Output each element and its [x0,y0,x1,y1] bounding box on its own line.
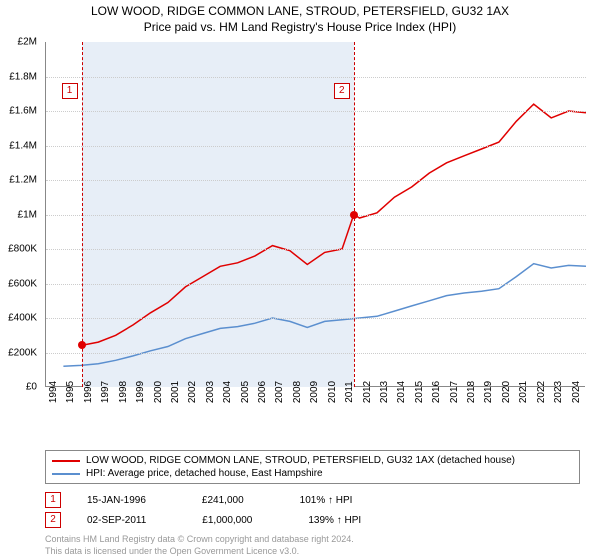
y-axis-label: £800K [8,244,37,255]
footer-line2: This data is licensed under the Open Gov… [45,546,354,558]
x-axis-label: 2000 [153,381,164,403]
footer: Contains HM Land Registry data © Crown c… [45,534,354,557]
x-axis-label: 1997 [100,381,111,403]
sale-marker-1: 1 [45,492,61,508]
x-axis-label: 2009 [309,381,320,403]
gridline [46,77,586,78]
legend: LOW WOOD, RIDGE COMMON LANE, STROUD, PET… [45,450,580,484]
y-axis-label: £1.2M [9,175,37,186]
x-axis-label: 2002 [187,381,198,403]
legend-row-series1: LOW WOOD, RIDGE COMMON LANE, STROUD, PET… [52,454,573,467]
gridline [46,353,586,354]
x-axis-label: 2019 [483,381,494,403]
sale-date-1: 15-JAN-1996 [87,495,146,506]
x-axis-label: 2023 [553,381,564,403]
x-axis-label: 2021 [518,381,529,403]
series-price_paid [82,104,587,345]
y-axis-label: £600K [8,278,37,289]
plot-region: 12 [45,42,585,387]
gridline [46,111,586,112]
sale-marker-box: 1 [62,83,78,99]
sale-price-2: £1,000,000 [202,515,252,526]
x-axis-label: 2012 [362,381,373,403]
sale-marker-2: 2 [45,512,61,528]
gridline [46,284,586,285]
x-axis-label: 2004 [222,381,233,403]
x-axis-label: 1998 [118,381,129,403]
y-axis-label: £1.4M [9,140,37,151]
sale-marker-box: 2 [334,83,350,99]
chart-title: LOW WOOD, RIDGE COMMON LANE, STROUD, PET… [0,0,600,18]
y-axis-label: £400K [8,313,37,324]
legend-swatch-series2 [52,473,80,475]
x-axis-label: 2003 [205,381,216,403]
y-axis-label: £0 [26,382,37,393]
gridline [46,215,586,216]
x-axis-label: 2005 [240,381,251,403]
y-axis-label: £200K [8,347,37,358]
x-axis-label: 1999 [135,381,146,403]
x-axis-label: 2024 [571,381,582,403]
legend-swatch-series1 [52,460,80,462]
sale-dot [350,211,358,219]
gridline [46,146,586,147]
sale-hpi-1: 101% ↑ HPI [300,495,353,506]
series-hpi [63,264,586,367]
x-axis-label: 2017 [449,381,460,403]
gridline [46,318,586,319]
sale-price-1: £241,000 [202,495,244,506]
legend-row-series2: HPI: Average price, detached house, East… [52,467,573,480]
x-axis-label: 2010 [327,381,338,403]
x-axis-label: 2011 [344,381,355,403]
chart-subtitle: Price paid vs. HM Land Registry's House … [0,18,600,34]
x-axis-label: 2013 [379,381,390,403]
x-axis-label: 2018 [466,381,477,403]
x-axis-label: 2007 [274,381,285,403]
x-axis-label: 2016 [431,381,442,403]
x-axis-label: 2014 [396,381,407,403]
y-axis-label: £1.8M [9,71,37,82]
x-axis-label: 2022 [536,381,547,403]
x-axis-label: 1996 [83,381,94,403]
gridline [46,249,586,250]
y-axis-label: £2M [18,37,37,48]
sale-row-1: 1 15-JAN-1996 £241,000 101% ↑ HPI [45,492,352,508]
x-axis-label: 2001 [170,381,181,403]
y-axis-label: £1M [18,209,37,220]
sale-vline [82,42,83,387]
footer-line1: Contains HM Land Registry data © Crown c… [45,534,354,546]
chart-area: 12 £0£200K£400K£600K£800K£1M£1.2M£1.4M£1… [45,42,585,417]
sale-date-2: 02-SEP-2011 [87,515,146,526]
gridline [46,180,586,181]
legend-label-series2: HPI: Average price, detached house, East… [86,468,323,479]
sale-row-2: 2 02-SEP-2011 £1,000,000 139% ↑ HPI [45,512,361,528]
x-axis-label: 2020 [501,381,512,403]
x-axis-label: 2006 [257,381,268,403]
legend-label-series1: LOW WOOD, RIDGE COMMON LANE, STROUD, PET… [86,455,515,466]
x-axis-label: 2015 [414,381,425,403]
x-axis-label: 1995 [65,381,76,403]
y-axis-label: £1.6M [9,106,37,117]
sale-hpi-2: 139% ↑ HPI [308,515,361,526]
x-axis-label: 2008 [292,381,303,403]
sale-dot [78,341,86,349]
x-axis-label: 1994 [48,381,59,403]
